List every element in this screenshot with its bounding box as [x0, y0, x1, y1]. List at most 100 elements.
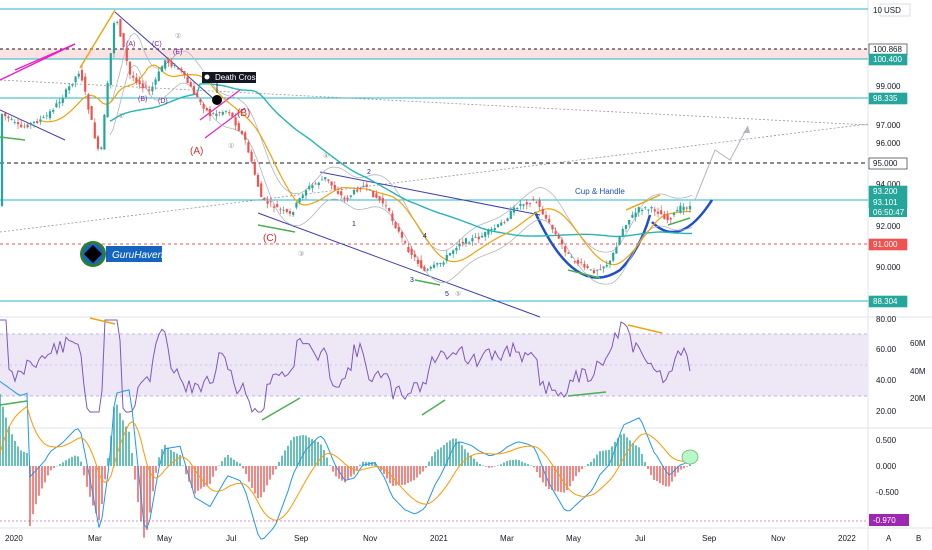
candle-112	[359, 186, 362, 193]
candle-47	[151, 82, 154, 95]
macd-bar-174	[521, 461, 523, 466]
svg-text:90.000: 90.000	[876, 263, 901, 272]
candle-173	[554, 227, 557, 237]
macd-bar-110	[329, 465, 331, 466]
candle-46	[148, 85, 151, 95]
bollinger-upper	[109, 32, 693, 253]
macd-bar-104	[311, 439, 313, 466]
macd-bar-29	[86, 466, 88, 487]
svg-text:94.000: 94.000	[876, 180, 901, 189]
candle-115	[368, 189, 372, 191]
macd-bar-194	[581, 466, 583, 470]
currency-badge[interactable]: USD	[884, 6, 901, 15]
candle-67	[215, 109, 218, 120]
macd-bar-21	[62, 462, 64, 466]
svg-text:Jul: Jul	[635, 534, 645, 543]
candle-130	[416, 256, 420, 267]
candle-54	[173, 63, 176, 69]
candle-118	[378, 195, 381, 203]
macd-bar-207	[620, 434, 622, 466]
candle-98	[314, 181, 317, 185]
macd-bar-153	[458, 441, 460, 466]
candle-1	[4, 112, 7, 121]
candle-42	[135, 73, 138, 85]
macd-bar-7	[20, 450, 22, 466]
auto-scale-button[interactable]: A	[886, 534, 892, 543]
macd-bar-172	[515, 459, 517, 466]
macd-bar-159	[476, 461, 478, 466]
candle-72	[231, 112, 234, 118]
macd-bar-40	[119, 413, 121, 466]
macd-bar-202	[605, 450, 607, 466]
candle-215	[688, 201, 692, 213]
candle-84	[269, 197, 272, 208]
wave-circle-3: ③	[298, 250, 304, 258]
candle-68	[218, 111, 221, 117]
macd-bar-6	[17, 446, 19, 466]
macd-bar-148	[443, 445, 445, 466]
candle-196	[628, 219, 631, 228]
macd-bar-75	[224, 457, 226, 466]
candle-73	[234, 113, 237, 131]
candle-99	[317, 181, 320, 189]
svg-text:0.000: 0.000	[876, 462, 897, 471]
macd-bar-56	[167, 447, 169, 466]
death-cross-marker	[212, 95, 222, 105]
candle-27	[87, 93, 90, 114]
macd-bar-170	[509, 460, 511, 466]
log-scale-button[interactable]: B	[916, 534, 921, 543]
candle-176	[564, 245, 567, 257]
macd-bar-177	[530, 465, 532, 466]
candle-100	[320, 175, 324, 181]
candle-145	[464, 237, 468, 247]
candle-16	[52, 107, 55, 115]
macd-bar-100	[299, 435, 301, 466]
macd-bar-73	[218, 465, 220, 466]
candle-45	[144, 80, 148, 90]
macd-bar-32	[95, 466, 97, 514]
candle-124	[397, 223, 400, 234]
macd-bar-187	[560, 466, 562, 493]
candle-29	[93, 118, 96, 139]
macd-bar-114	[341, 466, 343, 481]
macd-bar-146	[437, 449, 439, 466]
wave-circle-4: ④	[323, 152, 329, 160]
candle-24	[77, 70, 80, 79]
candle-146	[468, 241, 471, 244]
candle-76	[244, 130, 247, 145]
macd-bar-221	[662, 466, 664, 485]
macd-bar-188	[563, 466, 565, 493]
candle-179	[573, 260, 576, 264]
svg-text:0.500: 0.500	[876, 436, 897, 445]
macd-bar-38	[113, 407, 115, 466]
macd-bar-169	[506, 460, 508, 466]
candle-19	[61, 94, 64, 107]
candle-123	[394, 220, 397, 230]
candle-205	[656, 207, 660, 218]
svg-text:40.00: 40.00	[876, 376, 897, 385]
macd-bar-156	[467, 452, 469, 466]
macd-bar-1	[2, 406, 4, 466]
macd-bar-195	[584, 466, 586, 467]
candle-113	[362, 181, 365, 188]
price-tag-0: 100.868	[873, 45, 902, 54]
svg-text:Mar: Mar	[88, 534, 102, 543]
macd-bar-128	[383, 466, 385, 474]
candle-63	[202, 102, 205, 114]
macd-bar-69	[206, 466, 208, 486]
candle-111	[356, 186, 359, 193]
macd-bar-22	[65, 460, 67, 466]
candle-214	[685, 206, 688, 212]
top-price-label: 10	[873, 6, 882, 15]
svg-text:GuruHaven: GuruHaven	[112, 250, 164, 261]
macd-bar-67	[200, 466, 202, 489]
price-level-lines	[0, 8, 868, 302]
macd-bar-85	[254, 466, 256, 494]
candle-186	[596, 268, 599, 276]
candle-15	[48, 109, 52, 121]
candle-6	[20, 119, 23, 129]
rsi-panel: 80.00 60.00 40.00 20.00 60M 40M 20M	[0, 315, 926, 421]
macd-bar-37	[110, 435, 112, 466]
svg-text:Sep: Sep	[294, 534, 309, 543]
candle-127	[407, 243, 410, 254]
